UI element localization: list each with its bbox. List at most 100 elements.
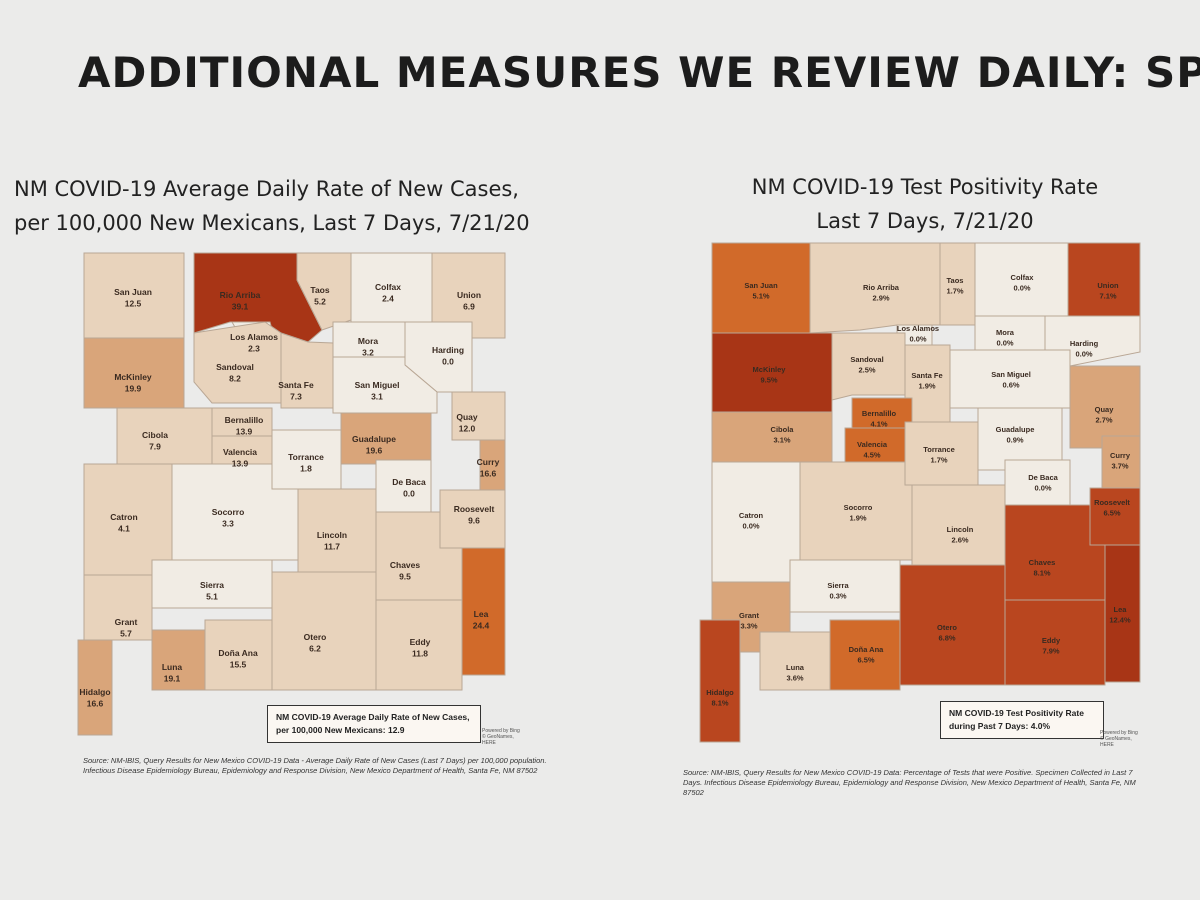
left-label-otero: Otero xyxy=(304,632,327,642)
right-county-cibola xyxy=(711,411,833,463)
left-value-harding: 0.0 xyxy=(442,357,454,367)
right-value-catron: 0.0% xyxy=(742,522,759,531)
right-map-statewide-legend: NM COVID-19 Test Positivity Rate during … xyxy=(940,701,1104,739)
left-value-colfax: 2.4 xyxy=(382,294,394,304)
right-value-hidalgo: 8.1% xyxy=(711,699,728,708)
left-label-curry: Curry xyxy=(477,457,500,467)
right-label-lea: Lea xyxy=(1114,605,1128,614)
right-value-bernalillo: 4.1% xyxy=(870,420,887,429)
right-map-title-line1: NM COVID-19 Test Positivity Rate xyxy=(751,175,1099,199)
right-county-de-baca xyxy=(1004,459,1071,506)
right-county-chaves xyxy=(1004,504,1106,601)
left-value-mora: 3.2 xyxy=(362,348,374,358)
right-county-hidalgo xyxy=(699,619,741,743)
right-label-roosevelt: Roosevelt xyxy=(1094,498,1130,507)
right-label-grant: Grant xyxy=(739,611,760,620)
left-map-title-line1: NM COVID-19 Average Daily Rate of New Ca… xyxy=(14,177,519,201)
left-label-mckinley: McKinley xyxy=(114,372,152,382)
slide-title: ADDITIONAL MEASURES WE REVIEW DAILY: SPI xyxy=(78,48,1200,97)
left-map-title-line2: per 100,000 New Mexicans, Last 7 Days, 7… xyxy=(14,211,530,235)
left-county-hidalgo xyxy=(77,639,113,736)
right-value-harding: 0.0% xyxy=(1075,350,1092,359)
left-label-quay: Quay xyxy=(456,412,478,422)
right-label-sandoval: Sandoval xyxy=(850,355,883,364)
right-value-los-alamos: 0.0% xyxy=(909,335,926,344)
right-value-santa-fe: 1.9% xyxy=(918,382,935,391)
left-value-cibola: 7.9 xyxy=(149,442,161,452)
left-value-valencia: 13.9 xyxy=(232,459,249,469)
left-label-lincoln: Lincoln xyxy=(317,530,347,540)
right-label-eddy: Eddy xyxy=(1042,636,1061,645)
left-label-socorro: Socorro xyxy=(212,507,245,517)
left-value-chaves: 9.5 xyxy=(399,572,411,582)
left-value-eddy: 11.8 xyxy=(412,649,428,659)
left-county-santa-fe xyxy=(280,332,334,409)
right-value-rio-arriba: 2.9% xyxy=(872,294,889,303)
left-value-grant: 5.7 xyxy=(120,629,132,639)
left-county-eddy xyxy=(375,599,463,691)
left-value-taos: 5.2 xyxy=(314,297,326,307)
right-value-taos: 1.7% xyxy=(946,287,963,296)
left-label-torrance: Torrance xyxy=(288,452,324,462)
left-value-sierra: 5.1 xyxy=(206,592,218,602)
right-label-santa-fe: Santa Fe xyxy=(911,371,942,380)
left-label-valencia: Valencia xyxy=(223,447,257,457)
left-value-de-baca: 0.0 xyxy=(403,489,415,499)
right-label-san-juan: San Juan xyxy=(744,281,778,290)
right-map-source-note: Source: NM-IBIS, Query Results for New M… xyxy=(683,768,1136,797)
right-label-taos: Taos xyxy=(947,276,964,285)
right-value-quay: 2.7% xyxy=(1095,416,1112,425)
right-value-luna: 3.6% xyxy=(786,674,803,683)
left-label-taos: Taos xyxy=(310,285,329,295)
right-county-san-miguel xyxy=(949,349,1071,409)
right-label-union: Union xyxy=(1097,281,1119,290)
left-label-mora: Mora xyxy=(358,336,379,346)
right-value-dona-ana: 6.5% xyxy=(857,656,874,665)
left-value-socorro: 3.3 xyxy=(222,519,234,529)
left-county-otero xyxy=(271,571,377,691)
right-value-colfax: 0.0% xyxy=(1013,284,1030,293)
right-value-union: 7.1% xyxy=(1099,292,1116,301)
right-value-otero: 6.8% xyxy=(938,634,955,643)
right-label-mckinley: McKinley xyxy=(753,365,787,374)
right-label-catron: Catron xyxy=(739,511,764,520)
right-label-luna: Luna xyxy=(786,663,805,672)
left-value-san-miguel: 3.1 xyxy=(371,392,383,402)
left-county-san-miguel xyxy=(332,356,438,414)
left-value-lea: 24.4 xyxy=(473,621,490,631)
right-label-sierra: Sierra xyxy=(827,581,849,590)
left-label-los-alamos: Los Alamos xyxy=(230,332,278,342)
left-map-credit: Powered by Bing © GeoNames, HERE xyxy=(482,728,520,746)
left-value-union: 6.9 xyxy=(463,302,475,312)
right-label-cibola: Cibola xyxy=(771,425,795,434)
right-map-credit: Powered by Bing © GeoNames, HERE xyxy=(1100,730,1138,748)
left-label-san-miguel: San Miguel xyxy=(355,380,400,390)
right-label-los-alamos: Los Alamos xyxy=(897,324,939,333)
left-label-eddy: Eddy xyxy=(410,637,431,647)
right-value-cibola: 3.1% xyxy=(773,436,790,445)
right-value-guadalupe: 0.9% xyxy=(1006,436,1023,445)
left-label-guadalupe: Guadalupe xyxy=(352,434,396,444)
left-value-mckinley: 19.9 xyxy=(125,384,142,394)
right-county-luna xyxy=(759,631,831,691)
left-label-hidalgo: Hidalgo xyxy=(79,687,110,697)
right-label-otero: Otero xyxy=(937,623,957,632)
left-label-dona-ana: Doña Ana xyxy=(218,648,258,658)
left-value-rio-arriba: 39.1 xyxy=(232,302,249,312)
right-label-lincoln: Lincoln xyxy=(947,525,974,534)
left-value-santa-fe: 7.3 xyxy=(290,392,302,402)
right-value-sierra: 0.3% xyxy=(829,592,846,601)
left-label-santa-fe: Santa Fe xyxy=(278,380,314,390)
left-label-chaves: Chaves xyxy=(390,560,421,570)
right-map-title-line2: Last 7 Days, 7/21/20 xyxy=(816,209,1034,233)
left-label-luna: Luna xyxy=(162,662,183,672)
right-label-socorro: Socorro xyxy=(844,503,873,512)
right-value-de-baca: 0.0% xyxy=(1034,484,1051,493)
right-county-map: San Juan 5.1% Rio Arriba 2.9% Taos 1.7% Colfax… xyxy=(699,242,1141,743)
right-label-curry: Curry xyxy=(1110,451,1131,460)
left-county-grant xyxy=(83,574,153,641)
left-map-title: NM COVID-19 Average Daily Rate of New Ca… xyxy=(14,172,634,240)
left-label-colfax: Colfax xyxy=(375,282,401,292)
left-value-catron: 4.1 xyxy=(118,524,130,534)
left-value-sandoval: 8.2 xyxy=(229,374,241,384)
